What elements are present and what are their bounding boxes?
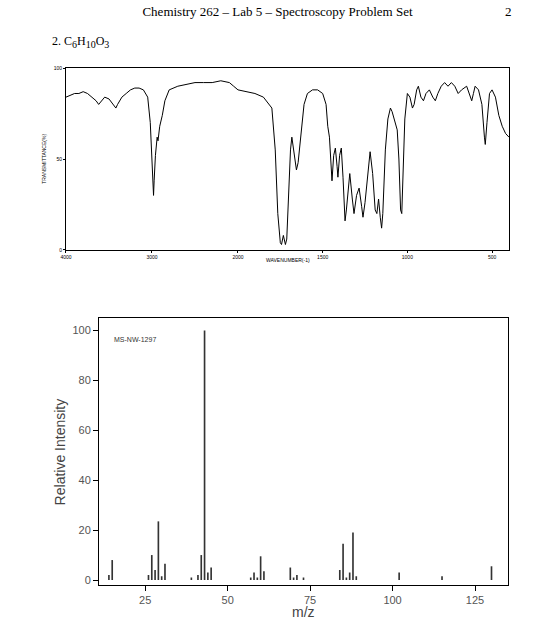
svg-text:80: 80	[79, 374, 91, 386]
svg-text:4000: 4000	[60, 254, 71, 260]
svg-text:3000: 3000	[146, 254, 157, 260]
svg-text:100: 100	[72, 324, 90, 336]
svg-text:1500: 1500	[317, 254, 328, 260]
svg-text:20: 20	[79, 524, 91, 536]
svg-text:2000: 2000	[232, 254, 243, 260]
svg-text:0: 0	[85, 574, 91, 586]
svg-text:100: 100	[383, 594, 401, 606]
svg-text:m/z: m/z	[292, 604, 315, 620]
svg-text:100: 100	[54, 65, 63, 71]
svg-text:25: 25	[139, 594, 151, 606]
svg-text:Relative Intensity: Relative Intensity	[51, 399, 67, 506]
svg-text:40: 40	[79, 474, 91, 486]
svg-text:75: 75	[304, 594, 316, 606]
svg-text:WAVENUMBER(-1): WAVENUMBER(-1)	[266, 257, 310, 263]
svg-text:50: 50	[222, 594, 234, 606]
svg-text:500: 500	[488, 254, 497, 260]
html-text:2: 2	[505, 4, 512, 19]
svg-text:MS-NW-1297: MS-NW-1297	[114, 336, 156, 343]
html-text:Chemistry 262 – Lab 5 – Spectr: Chemistry 262 – Lab 5 – Spectroscopy Pro…	[142, 4, 413, 19]
html-text:2. C6H10O3: 2. C6H10O3	[52, 34, 110, 51]
svg-text:60: 60	[79, 424, 91, 436]
svg-text:TRANSMITTANCE(%): TRANSMITTANCE(%)	[41, 134, 47, 184]
svg-text:50: 50	[56, 156, 62, 162]
svg-text:0: 0	[59, 247, 62, 253]
svg-text:1000: 1000	[402, 254, 413, 260]
svg-text:125: 125	[466, 594, 484, 606]
